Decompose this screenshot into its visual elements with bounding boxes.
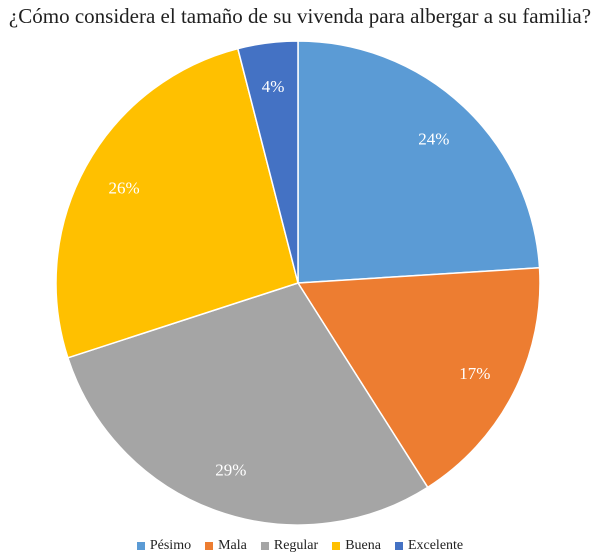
legend-swatch-excelente [395, 542, 403, 550]
legend-label-excelente: Excelente [408, 538, 463, 554]
legend-label-mala: Mala [218, 538, 247, 554]
pie-slice-pesimo [298, 41, 540, 283]
data-label-excelente: 4% [262, 77, 285, 96]
legend: Pésimo Mala Regular Buena Excelente [0, 538, 600, 554]
legend-item-buena: Buena [332, 538, 381, 554]
legend-label-pesimo: Pésimo [150, 538, 191, 554]
legend-swatch-regular [261, 542, 269, 550]
legend-item-mala: Mala [205, 538, 247, 554]
data-label-mala: 17% [459, 364, 490, 383]
legend-item-excelente: Excelente [395, 538, 463, 554]
legend-swatch-buena [332, 542, 340, 550]
legend-label-regular: Regular [274, 538, 318, 554]
legend-item-pesimo: Pésimo [137, 538, 191, 554]
legend-swatch-pesimo [137, 542, 145, 550]
legend-item-regular: Regular [261, 538, 318, 554]
legend-swatch-mala [205, 542, 213, 550]
data-label-pesimo: 24% [418, 129, 449, 148]
data-label-regular: 29% [215, 461, 246, 480]
pie-chart: 24% 17% 29% 26% 4% [0, 0, 600, 560]
data-label-buena: 26% [109, 178, 140, 197]
legend-label-buena: Buena [345, 538, 381, 554]
